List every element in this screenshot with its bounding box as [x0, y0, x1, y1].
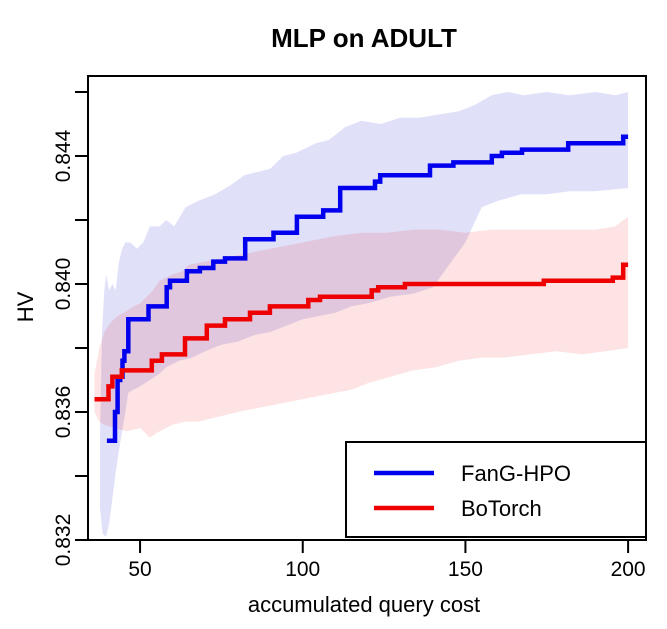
y-tick-label-0.832: 0.832 — [52, 514, 75, 567]
x-tick-label-50: 50 — [128, 558, 151, 581]
legend: FanG-HPO BoTorch — [345, 441, 647, 538]
x-axis-ticks: 50 100 150 200 — [128, 540, 646, 581]
legend-box — [345, 441, 647, 538]
x-axis-label: accumulated query cost — [248, 592, 480, 617]
confidence-bands — [94, 92, 629, 537]
y-tick-label-0.836: 0.836 — [52, 386, 75, 439]
band-botorch — [94, 216, 629, 438]
x-tick-label-200: 200 — [611, 558, 646, 581]
legend-label-botorch: BoTorch — [461, 496, 542, 521]
x-tick-label-100: 100 — [285, 558, 320, 581]
chart-title: MLP on ADULT — [271, 23, 457, 53]
x-tick-label-150: 150 — [448, 558, 483, 581]
line-botorch — [94, 262, 629, 402]
plot-border — [87, 75, 647, 541]
y-axis-label: HV — [13, 291, 38, 322]
band-fang-hpo — [100, 92, 629, 537]
y-axis-ticks: 0.832 0.836 0.840 0.844 — [52, 91, 88, 567]
legend-label-fang-hpo: FanG-HPO — [461, 461, 571, 486]
series-lines — [94, 134, 629, 444]
line-fang-hpo — [106, 134, 629, 444]
plot-frame — [87, 75, 647, 541]
y-tick-label-0.844: 0.844 — [52, 129, 75, 182]
y-tick-label-0.840: 0.840 — [52, 258, 75, 311]
